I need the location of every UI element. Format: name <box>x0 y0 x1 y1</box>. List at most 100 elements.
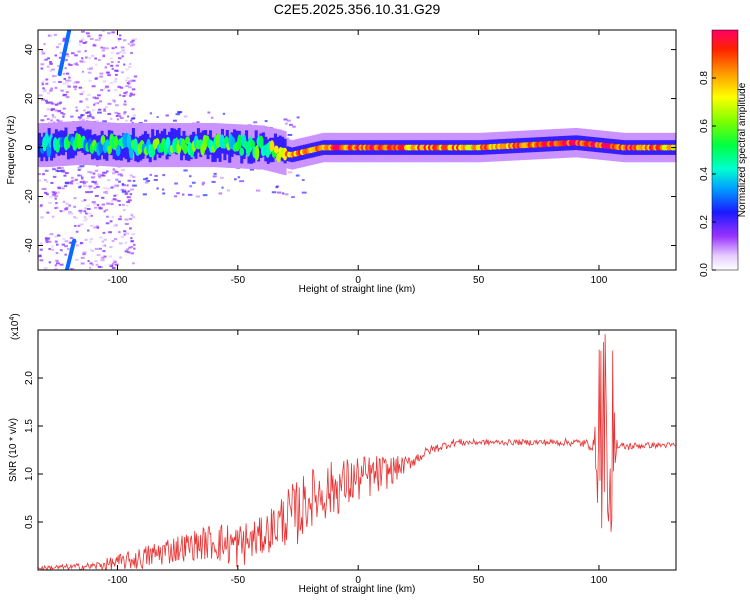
spectrogram-speckle <box>105 47 109 50</box>
spectrogram-speckle <box>285 137 290 140</box>
spectrogram-speckle <box>93 226 97 229</box>
spectrogram-speckle <box>130 79 134 82</box>
spectrogram-speckle <box>114 263 119 266</box>
spectrogram-speckle <box>51 165 55 168</box>
spectrogram-speckle <box>58 56 62 59</box>
spectrogram-speckle <box>119 51 123 54</box>
spectrogram-speckle <box>127 199 132 202</box>
spectrogram-speckle <box>282 192 285 195</box>
spectrogram-speckle <box>49 62 53 65</box>
spectrogram-speckle <box>58 43 62 46</box>
spectrogram-speckle <box>70 115 74 118</box>
spectrogram-speckle <box>89 224 94 227</box>
spectrogram-speckle <box>75 230 79 233</box>
spectrogram-x-tick-label: 100 <box>591 275 608 286</box>
spectrogram-speckle <box>91 54 94 57</box>
spectrogram-speckle <box>111 31 115 34</box>
colorbar-label: Normalized spectral amplitude <box>737 82 748 217</box>
spectrogram-speckle <box>45 240 49 243</box>
spectrogram-speckle <box>65 53 69 56</box>
spectrogram-speckle <box>41 188 47 191</box>
spectrogram-speckle <box>111 47 115 50</box>
spectrogram-speckle <box>264 120 268 123</box>
spectrogram-speckle <box>72 82 77 85</box>
spectrogram-speckle <box>195 195 201 198</box>
spectrogram-speckle <box>50 102 55 105</box>
spectrogram-speckle <box>121 49 125 52</box>
spectrogram-speckle <box>40 67 44 70</box>
spectrogram-speckle <box>98 39 101 42</box>
spectrogram-speckle <box>130 214 134 217</box>
spectrogram-speckle <box>106 202 110 205</box>
spectrogram-speckle <box>124 241 128 244</box>
spectrogram-speckle <box>62 115 65 118</box>
spectrogram-speckle <box>113 194 117 197</box>
spectrogram-speckle <box>117 37 122 40</box>
spectrogram-speckle <box>156 116 159 119</box>
spectrogram-speckle <box>55 191 60 194</box>
spectrogram-speckle <box>83 184 88 187</box>
spectrogram-speckle <box>65 79 70 82</box>
colorbar-tick-label: 0.2 <box>699 215 710 229</box>
spectrogram-speckle <box>128 86 132 89</box>
spectrogram-speckle <box>59 263 64 266</box>
spectrogram-speckle <box>44 169 49 172</box>
spectrogram-speckle <box>107 89 111 92</box>
spectrogram-speckle <box>42 87 45 90</box>
spectrogram-speckle <box>67 63 71 66</box>
spectrogram-speckle <box>57 109 61 112</box>
snr-x-tick-label: 100 <box>591 575 608 586</box>
spectrogram-speckle <box>46 180 49 183</box>
spectrogram-speckle <box>58 80 62 83</box>
spectrogram-speckle <box>77 116 82 119</box>
spectrogram-speckle <box>78 186 82 189</box>
spectrogram-speckle <box>98 206 102 209</box>
spectrogram-speckle <box>133 247 136 250</box>
spectrogram-speckle <box>103 244 107 247</box>
spectrogram-speckle <box>76 63 79 66</box>
spectrogram-speckle <box>131 39 135 42</box>
spectrogram-speckle <box>77 50 81 53</box>
spectrogram-speckle <box>104 105 108 108</box>
spectrogram-speckle <box>102 30 105 33</box>
spectrogram-speckle <box>54 240 58 243</box>
spectrogram-speckle <box>118 218 122 221</box>
spectrogram-speckle <box>54 54 58 57</box>
spectrogram-speckle <box>65 80 69 83</box>
spectrogram-speckle <box>292 125 296 128</box>
spectrogram-speckle <box>162 192 166 195</box>
spectrogram-speckle <box>93 43 96 46</box>
spectrogram-speckle <box>49 69 52 72</box>
spectrogram-speckle <box>70 180 74 183</box>
spectrogram-speckle <box>87 191 92 194</box>
spectrogram-speckle <box>128 82 131 85</box>
spectrogram-speckle <box>60 89 64 92</box>
spectrogram-speckle <box>51 245 54 248</box>
spectrogram-speckle <box>60 169 65 172</box>
spectrogram-speckle <box>149 173 153 176</box>
spectrogram-speckle <box>54 268 58 270</box>
spectrogram-speckle <box>118 115 122 118</box>
spectrogram-speckle <box>64 172 69 175</box>
spectrogram-speckle <box>131 88 136 91</box>
spectrogram-speckle <box>127 115 130 118</box>
spectrogram-speckle <box>81 178 84 181</box>
spectrogram-speckle <box>114 170 119 173</box>
spectrogram-speckle <box>123 233 126 236</box>
spectrogram-speckle <box>89 268 94 270</box>
spectrogram-speckle <box>131 117 135 120</box>
spectrogram-speckle <box>127 179 132 182</box>
spectrogram-speckle <box>38 94 43 97</box>
spectrogram-speckle <box>102 171 107 174</box>
spectrogram-speckle <box>87 212 92 215</box>
spectrogram-speckle <box>94 206 98 209</box>
spectrogram-speckle <box>45 82 49 85</box>
spectrogram-speckle <box>51 191 56 194</box>
spectrogram-speckle <box>41 82 44 85</box>
spectrogram-speckle <box>105 222 110 225</box>
spectrogram-speckle <box>253 121 258 124</box>
spectrogram-speckle <box>76 81 80 84</box>
spectrogram-speckle <box>221 186 224 189</box>
spectrogram-speckle <box>85 56 88 59</box>
spectrogram-band <box>86 129 90 154</box>
